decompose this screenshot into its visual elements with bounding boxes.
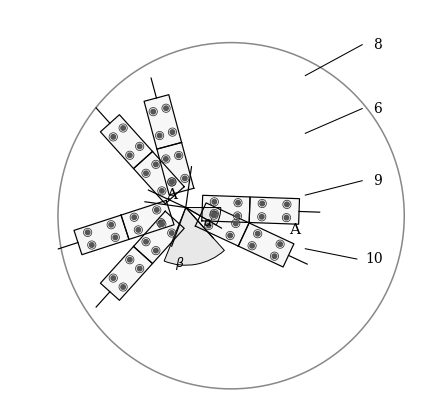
Circle shape (128, 257, 132, 262)
Circle shape (170, 130, 175, 134)
Circle shape (111, 134, 115, 139)
Circle shape (234, 221, 238, 226)
Circle shape (159, 220, 163, 225)
Circle shape (155, 208, 159, 212)
Wedge shape (164, 208, 224, 265)
Circle shape (259, 215, 264, 219)
Circle shape (256, 232, 260, 236)
Circle shape (132, 215, 136, 220)
Polygon shape (133, 151, 184, 204)
Circle shape (285, 202, 289, 207)
Circle shape (164, 106, 168, 110)
Polygon shape (195, 203, 249, 246)
Circle shape (151, 110, 155, 114)
Circle shape (137, 266, 142, 271)
Wedge shape (186, 208, 221, 225)
Polygon shape (133, 211, 184, 264)
Polygon shape (121, 200, 174, 239)
Text: 10: 10 (365, 252, 383, 266)
Text: $\beta$: $\beta$ (175, 255, 184, 272)
Circle shape (272, 254, 277, 259)
Circle shape (236, 200, 240, 205)
Circle shape (160, 189, 164, 193)
Circle shape (85, 230, 90, 234)
Circle shape (90, 243, 94, 247)
Text: A: A (290, 223, 301, 237)
Text: 6: 6 (373, 102, 382, 115)
Circle shape (157, 133, 162, 138)
Circle shape (206, 223, 211, 228)
Circle shape (154, 162, 158, 167)
Circle shape (176, 153, 181, 158)
Circle shape (260, 201, 264, 206)
Circle shape (170, 180, 174, 184)
Text: 9: 9 (373, 174, 382, 188)
Circle shape (170, 180, 174, 184)
Polygon shape (144, 95, 181, 149)
Circle shape (113, 235, 117, 239)
Circle shape (228, 233, 232, 238)
Circle shape (250, 244, 254, 248)
Circle shape (170, 231, 174, 235)
Circle shape (212, 200, 216, 204)
Circle shape (160, 222, 164, 226)
Circle shape (164, 157, 168, 161)
Circle shape (128, 153, 132, 158)
Text: 8: 8 (373, 38, 382, 52)
Circle shape (111, 276, 115, 281)
Circle shape (284, 215, 289, 220)
Polygon shape (202, 195, 250, 222)
Polygon shape (101, 115, 152, 168)
Text: A: A (166, 188, 177, 202)
Circle shape (144, 171, 148, 176)
Circle shape (212, 211, 216, 216)
Text: $\alpha$: $\alpha$ (203, 216, 213, 229)
Circle shape (212, 213, 216, 217)
Polygon shape (157, 142, 194, 195)
Polygon shape (249, 197, 299, 224)
Circle shape (121, 285, 125, 289)
Polygon shape (74, 215, 129, 255)
Circle shape (278, 242, 282, 247)
Polygon shape (101, 247, 152, 300)
Polygon shape (238, 223, 294, 267)
Circle shape (121, 126, 125, 130)
Circle shape (183, 176, 187, 181)
Circle shape (137, 144, 142, 149)
Circle shape (136, 228, 141, 232)
Circle shape (235, 214, 240, 218)
Circle shape (109, 222, 113, 227)
Circle shape (144, 239, 148, 244)
Circle shape (154, 248, 158, 253)
